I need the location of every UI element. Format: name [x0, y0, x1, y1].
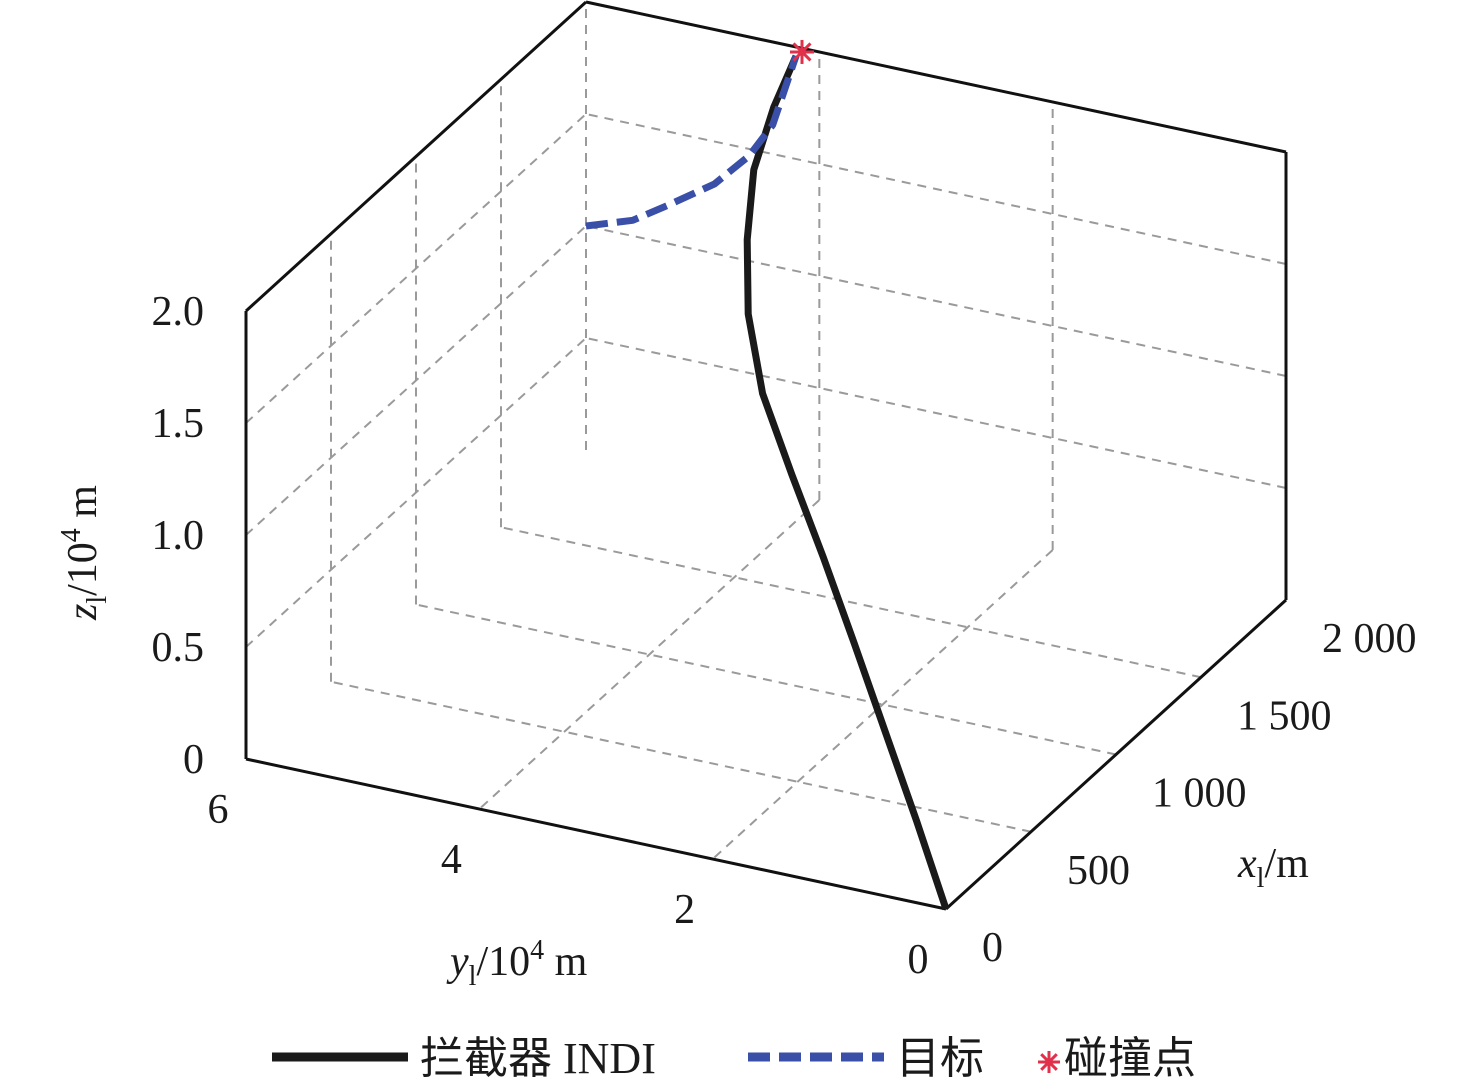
x-tick-label: 0	[982, 925, 1003, 971]
grid-line-sidewall-z	[245, 337, 587, 648]
grid-line-floor-y	[711, 549, 1054, 860]
z-axis-label: zl/104 m	[56, 485, 113, 621]
grid-line-backwall-z	[585, 337, 1287, 489]
legend-star-icon	[1038, 1051, 1060, 1073]
box-edge-y-axis	[245, 757, 947, 911]
grid-line-floor-x	[500, 526, 1202, 679]
legend-swatch-collision	[1038, 1051, 1060, 1073]
series-line-target	[585, 54, 800, 230]
marker-group	[790, 39, 814, 64]
box-edge-top-back	[585, 0, 1287, 154]
y-axis-label: yl/104 m	[446, 935, 588, 992]
series-group	[585, 54, 950, 911]
x-tick-label: 1 000	[1152, 771, 1247, 817]
axes-box	[244, 0, 1288, 911]
grid-line-floor-y	[478, 499, 821, 810]
box-edge-x-axis	[944, 598, 1288, 911]
legend-label-target: 目标	[896, 1034, 984, 1083]
box-edge-top-left	[244, 0, 588, 313]
grid-line-backwall-z	[585, 113, 1287, 265]
grid-line-sidewall-z	[245, 225, 587, 536]
y-tick-label: 4	[441, 837, 462, 883]
y-tick-label: 2	[674, 887, 695, 933]
z-tick-label: 1.5	[152, 401, 205, 447]
z-tick-label: 2.0	[152, 289, 205, 335]
legend: 拦截器 INDI 目标 碰撞点	[272, 1034, 1196, 1083]
x-tick-label: 500	[1067, 848, 1130, 894]
y-tick-label: 0	[908, 937, 929, 983]
grid-line-backwall-z	[585, 225, 1287, 377]
legend-label-collision: 碰撞点	[1064, 1034, 1196, 1083]
x-axis-label: xl/m	[1237, 841, 1309, 894]
legend-label-interceptor: 拦截器 INDI	[420, 1034, 656, 1083]
x-tick-label: 1 500	[1237, 693, 1332, 739]
grid-line-floor-x	[415, 603, 1117, 756]
grid-line-sidewall-z	[245, 113, 587, 424]
y-tick-label: 6	[208, 787, 229, 833]
collision-point-marker	[790, 39, 814, 64]
z-tick-label: 0	[183, 737, 204, 783]
series-line-interceptor	[743, 54, 950, 911]
x-tick-label: 2 000	[1322, 616, 1417, 662]
grid-line-floor-x	[330, 680, 1032, 833]
z-tick-label: 0.5	[152, 625, 205, 671]
z-tick-label: 1.0	[152, 513, 205, 559]
